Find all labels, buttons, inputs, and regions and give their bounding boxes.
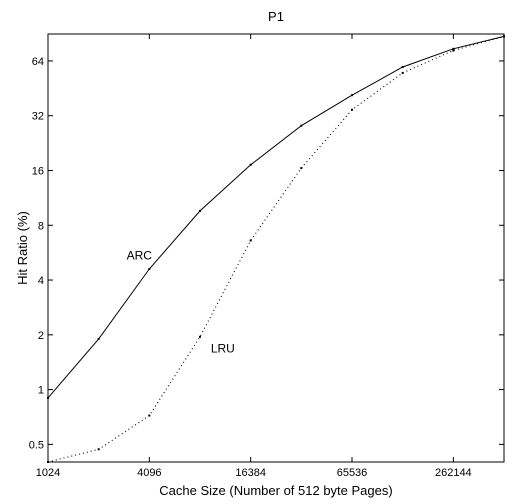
y-tick-label: 4 bbox=[38, 275, 44, 287]
plot-frame bbox=[47, 33, 505, 463]
data-point-lru bbox=[47, 461, 49, 463]
data-point-arc bbox=[452, 47, 455, 50]
x-tick-label: 1024 bbox=[36, 467, 60, 479]
series-line-arc bbox=[47, 35, 505, 399]
y-tick-label: 2 bbox=[38, 330, 44, 342]
y-axis: 0.5 1 2 4 8 16 32 64 bbox=[29, 56, 504, 451]
data-point-arc bbox=[47, 396, 49, 399]
data-point-arc bbox=[199, 209, 201, 212]
data-point-lru bbox=[503, 35, 505, 38]
data-point-arc bbox=[300, 124, 303, 127]
x-tick-label: 65536 bbox=[337, 467, 368, 479]
chart-title: P1 bbox=[268, 9, 284, 24]
data-point-lru bbox=[452, 49, 455, 52]
data-point-lru bbox=[249, 239, 252, 242]
series-layer bbox=[47, 35, 505, 463]
series-line-lru bbox=[47, 35, 505, 463]
x-axis: 1024 4096 16384 65536 262144 bbox=[36, 34, 472, 479]
data-point-arc bbox=[97, 337, 100, 340]
data-point-lru bbox=[199, 335, 201, 338]
data-point-lru bbox=[97, 448, 100, 451]
y-tick-label: 16 bbox=[32, 165, 44, 177]
data-point-lru bbox=[401, 71, 404, 74]
data-point-lru bbox=[148, 414, 151, 417]
data-point-arc bbox=[401, 65, 404, 68]
x-tick-label: 16384 bbox=[235, 467, 266, 479]
data-point-lru bbox=[351, 108, 353, 111]
y-axis-title: Hit Ratio (%) bbox=[15, 211, 30, 285]
series-label-arc: ARC bbox=[127, 248, 153, 262]
y-tick-label: 64 bbox=[32, 56, 44, 68]
x-tick-label: 4096 bbox=[137, 467, 161, 479]
data-point-arc bbox=[351, 94, 353, 97]
y-tick-label: 8 bbox=[38, 220, 44, 232]
x-axis-title: Cache Size (Number of 512 byte Pages) bbox=[159, 483, 392, 498]
series-label-lru: LRU bbox=[211, 341, 235, 355]
y-tick-label: 0.5 bbox=[29, 439, 44, 451]
annotations: ARC LRU bbox=[127, 248, 235, 355]
x-tick-label: 262144 bbox=[435, 467, 472, 479]
data-point-arc bbox=[148, 267, 151, 270]
data-point-arc bbox=[249, 163, 252, 166]
y-tick-label: 1 bbox=[38, 385, 44, 397]
data-point-lru bbox=[300, 167, 303, 170]
y-tick-label: 32 bbox=[32, 111, 44, 123]
